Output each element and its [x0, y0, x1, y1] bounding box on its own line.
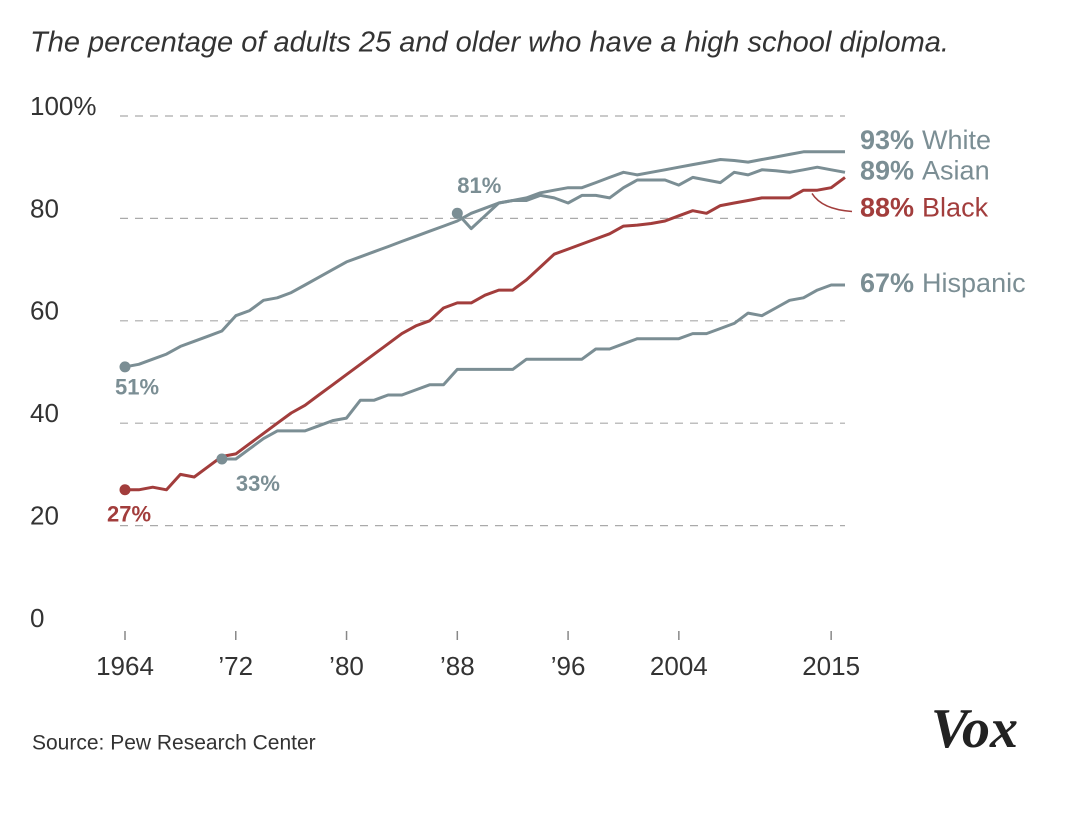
series-line [125, 176, 846, 492]
source: Source: Pew Research Center [32, 732, 316, 755]
end-label: 89% Asian [860, 155, 990, 185]
label-arrow [811, 193, 853, 213]
chart-title: The percentage of adults 25 and older wh… [30, 27, 949, 59]
start-dot [119, 484, 131, 496]
x-tick-label: ’88 [440, 651, 475, 681]
end-value: 93% [860, 125, 914, 155]
end-label: 67% Hispanic [860, 268, 1026, 298]
start-label: 51% [115, 375, 159, 400]
end-label: 88% Black [860, 193, 989, 223]
end-label: 93% White [860, 125, 991, 155]
series-line [124, 150, 845, 369]
y-tick-label: 100% [30, 91, 97, 121]
y-tick-label: 0 [30, 603, 44, 633]
legend-entry: Hispanic [922, 268, 1026, 298]
start-label: 27% [107, 502, 151, 527]
end-value: 89% [860, 155, 914, 185]
legend-entry: White [922, 125, 991, 155]
start-label: 81% [457, 173, 501, 198]
start-dot [451, 207, 463, 219]
y-tick-label: 40 [30, 398, 59, 428]
legend-entry: Black [922, 193, 989, 223]
start-label: 33% [236, 471, 280, 496]
brand-logo: Vox [931, 698, 1018, 760]
end-value: 67% [860, 268, 914, 298]
end-value: 88% [860, 193, 914, 223]
start-dot [216, 453, 228, 465]
x-tick-label: ’96 [551, 651, 586, 681]
start-dot [119, 361, 131, 373]
x-tick-label: ’80 [329, 651, 364, 681]
series-line [221, 283, 845, 461]
y-tick-label: 80 [30, 193, 59, 223]
x-tick-label: ’72 [218, 651, 253, 681]
y-tick-label: 20 [30, 500, 59, 530]
legend-entry: Asian [922, 155, 990, 185]
x-tick-label: 2004 [650, 651, 708, 681]
series-line [456, 165, 846, 231]
y-tick-label: 60 [30, 296, 59, 326]
x-tick-label: 1964 [96, 651, 154, 681]
x-tick-label: 2015 [802, 651, 860, 681]
